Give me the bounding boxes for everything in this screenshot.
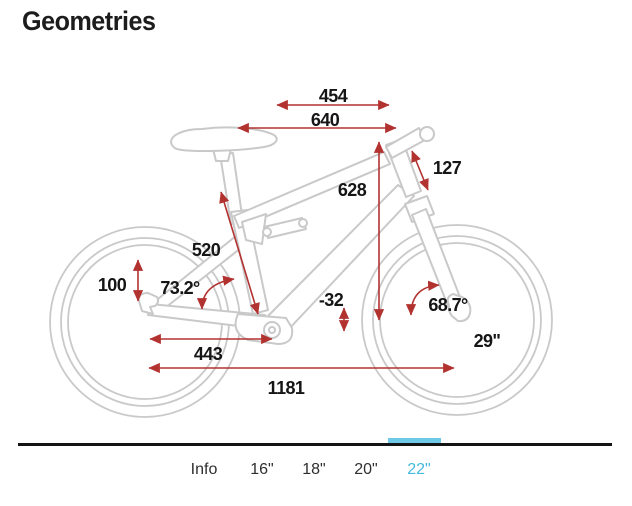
dim-label-628: 628 xyxy=(338,180,367,200)
angle-label-73-2: 73.2° xyxy=(160,278,200,298)
handlebar-grip xyxy=(419,126,435,142)
angle-label-68-7: 68.7° xyxy=(428,295,468,315)
tab-bar-divider xyxy=(18,443,612,446)
dimension-labels: 454 640 127 628 520 100 73.2° -32 68.7° … xyxy=(98,86,501,398)
bike-illustration xyxy=(49,126,553,418)
active-tab-indicator xyxy=(388,438,441,443)
dim-label-minus-32: -32 xyxy=(319,290,344,310)
dim-label-520: 520 xyxy=(192,240,221,260)
angle-arc-68-7 xyxy=(405,280,440,316)
page-title: Geometries xyxy=(22,6,156,36)
tab-info[interactable]: Info xyxy=(190,461,218,478)
dim-label-640: 640 xyxy=(311,110,340,130)
angle-arc-73-2 xyxy=(196,275,235,310)
dim-arrow-520 xyxy=(219,191,260,315)
tab-18-inch[interactable]: 18" xyxy=(302,461,326,478)
dim-label-127: 127 xyxy=(433,158,462,178)
bike-frame xyxy=(137,126,472,345)
dim-label-443: 443 xyxy=(194,344,223,364)
tab-22-inch[interactable]: 22" xyxy=(407,461,431,478)
dim-label-454: 454 xyxy=(319,86,348,106)
dimension-arrows xyxy=(132,99,455,374)
tab-16-inch[interactable]: 16" xyxy=(250,461,274,478)
wheel-size-label: 29" xyxy=(474,331,501,351)
dim-arrow-127 xyxy=(411,150,429,191)
dim-label-1181: 1181 xyxy=(268,378,305,398)
dim-label-100: 100 xyxy=(98,275,127,295)
tab-20-inch[interactable]: 20" xyxy=(354,461,378,478)
